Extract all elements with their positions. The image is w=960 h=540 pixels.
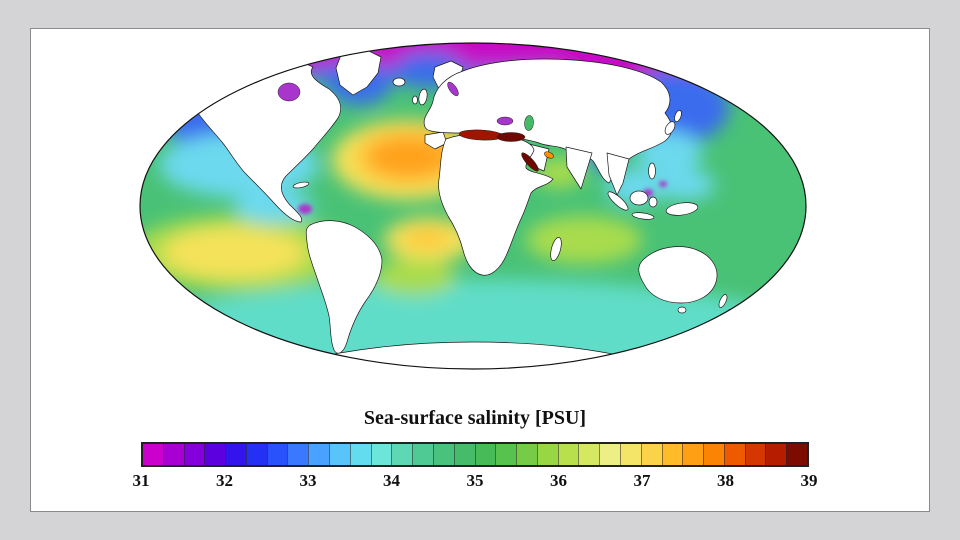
island-philippines: [648, 162, 656, 180]
island-ireland: [412, 95, 418, 105]
colorbar-segment: [474, 444, 496, 465]
colorbar-tick: 33: [299, 471, 317, 490]
island-cuba: [292, 181, 310, 189]
north-atlantic-orange-gyre: [367, 137, 451, 177]
south-pacific-yellow-gyre: [162, 227, 306, 279]
colorbar-segment: [786, 444, 807, 465]
colorbar-segment: [143, 444, 163, 465]
colorbar-segment: [599, 444, 620, 465]
marginal-seas: [277, 81, 554, 172]
island-sulawesi: [648, 196, 658, 208]
colorbar-segment: [744, 444, 766, 465]
island-great-britain: [418, 88, 428, 106]
persian-gulf: [544, 151, 554, 159]
colorbar-segment: [516, 444, 537, 465]
colorbar-tick: 37: [633, 471, 651, 490]
island-japan-honshu: [664, 121, 676, 135]
colorbar-segment: [225, 444, 246, 465]
colorbar-segment: [412, 444, 433, 465]
colorbar-tick: 39: [800, 471, 818, 490]
colorbar-tick: 35: [466, 471, 484, 490]
panama-fresh-spot: [298, 204, 312, 214]
colorbar-segment: [391, 444, 413, 465]
island-sumatra: [607, 191, 629, 211]
colorbar-segment: [557, 444, 579, 465]
colorbar-segment: [183, 444, 205, 465]
colorbar-tick: 36: [550, 471, 567, 490]
colorbar-segment: [619, 444, 641, 465]
island-japan-hokkaido: [674, 109, 682, 123]
continent-greenland: [335, 48, 382, 96]
colorbar-tick: 38: [717, 471, 734, 490]
map-ellipse-outline: [139, 42, 807, 370]
south-indian-gyre: [526, 216, 642, 264]
figure-title: Sea-surface salinity [PSU]: [363, 407, 587, 429]
figure-panel: Sea-surface salinity [PSU] 31 32 33 34 35 36 3…: [30, 28, 930, 512]
region-indochina: [606, 152, 630, 196]
colorbar-segment: [308, 444, 330, 465]
continent-south-america: [305, 220, 383, 354]
south-atlantic-gyre: [372, 259, 456, 295]
caspian-sea: [524, 115, 534, 131]
colorbar-segment: [432, 444, 454, 465]
island-madagascar: [550, 237, 562, 261]
region-india: [565, 146, 593, 190]
continent-australia: [638, 246, 718, 304]
colorbar-area: 31 32 33 34 35 36 37 38 39: [133, 442, 818, 493]
colorbar-segment: [245, 444, 267, 465]
colorbar-segment: [204, 444, 226, 465]
colorbar-segment: [682, 444, 704, 465]
arctic-magenta-band: [223, 43, 723, 69]
colorbar-segment: [703, 444, 724, 465]
island-iceland: [392, 77, 406, 87]
continent-north-america: [185, 57, 341, 223]
island-tasmania: [677, 306, 687, 314]
colorbar-segment: [349, 444, 371, 465]
arctic-magenta-west: [229, 43, 329, 73]
colorbar-tick: 34: [383, 471, 400, 490]
colorbar-segment: [661, 444, 683, 465]
hudson-bay: [277, 82, 301, 102]
seasia-fresh-spot-2: [659, 181, 667, 187]
ocean-layer: [140, 43, 806, 369]
tropical-atlantic-amber: [403, 227, 451, 249]
salinity-figure: Sea-surface salinity [PSU] 31 32 33 34 35 36 3…: [129, 35, 821, 493]
black-sea: [496, 116, 514, 126]
colorbar-segment: [162, 444, 184, 465]
red-sea: [521, 152, 539, 172]
colorbar-tick: 31: [132, 471, 150, 490]
colorbar: [141, 442, 809, 467]
colorbar-segment: [495, 444, 517, 465]
colorbar-segment: [453, 444, 475, 465]
colorbar-segment: [329, 444, 350, 465]
colorbar-segment: [723, 444, 745, 465]
colorbar-segment: [765, 444, 787, 465]
island-borneo: [629, 190, 649, 206]
colorbar-segment: [578, 444, 600, 465]
colorbar-ticks: 31 32 33 34 35 36 37 38 39: [133, 471, 818, 493]
colorbar-segment: [287, 444, 309, 465]
west-pacific-warm-pool-cyan: [655, 170, 715, 200]
continent-africa: [438, 133, 554, 276]
colorbar-segment: [266, 444, 288, 465]
colorbar-tick: 32: [216, 471, 233, 490]
island-new-zealand-north: [718, 294, 728, 308]
colorbar-segment: [536, 444, 558, 465]
colorbar-segment: [370, 444, 392, 465]
island-java: [631, 212, 655, 220]
world-map-svg: [139, 42, 807, 370]
baltic-sea: [447, 81, 459, 97]
colorbar-segment: [640, 444, 662, 465]
mediterranean-east: [496, 132, 526, 142]
island-new-guinea: [665, 202, 699, 216]
